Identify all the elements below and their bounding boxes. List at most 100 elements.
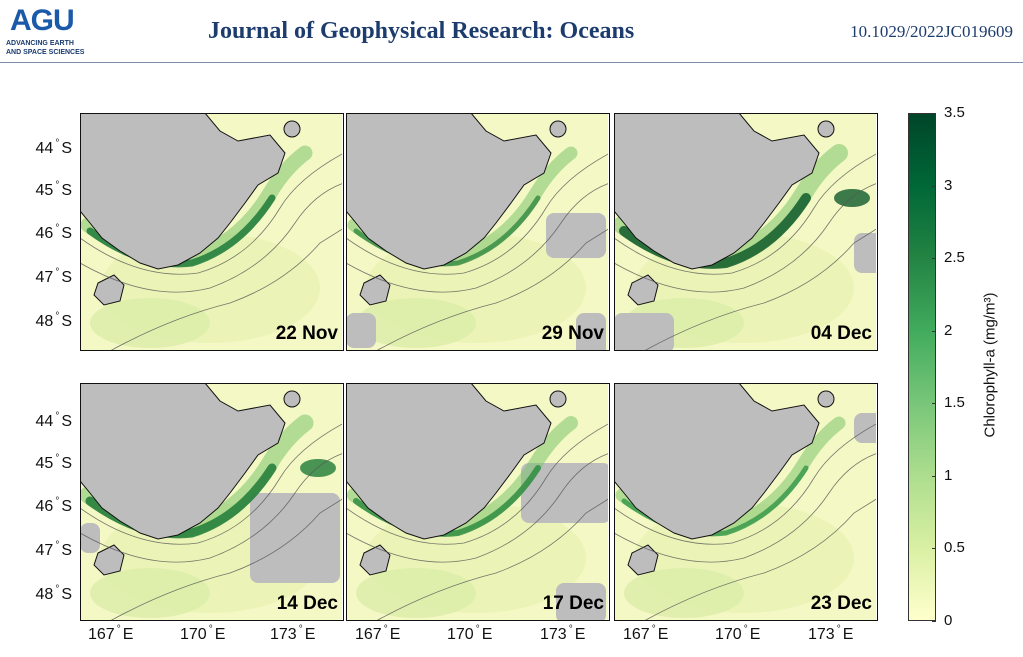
panel-date-label: 23 Dec [811, 593, 873, 614]
bathymetry-contour [346, 153, 608, 275]
bathymetry-contour [346, 423, 608, 545]
colorbar-tick-mark [932, 258, 936, 260]
colorbar-tick-mark [932, 113, 936, 114]
header-rule [0, 62, 1023, 63]
bathymetry-contour [346, 183, 608, 293]
logo-tagline-1: ADVANCING EARTH [6, 40, 74, 47]
lon-label-167-col3: 167 ° E [623, 624, 669, 643]
bathymetry-contour [643, 228, 876, 351]
bathymetry-contour [346, 453, 608, 563]
bathymetry-contour [375, 228, 608, 351]
colorbar-tick-mark [932, 330, 936, 332]
lat-label-48-top: 48 ° S [35, 311, 72, 330]
no-data-region [854, 413, 876, 443]
panel-date-label: 17 Dec [543, 593, 605, 614]
no-data-region [854, 233, 876, 273]
colorbar-tick-label: 1 [944, 466, 953, 484]
south-island-land [346, 113, 552, 270]
banks-peninsula [817, 390, 835, 408]
lon-label-167-col2: 167 ° E [355, 624, 401, 643]
no-data-region [576, 313, 606, 351]
bathymetry-contour [614, 153, 876, 275]
lon-label-170-col1: 170 ° E [180, 624, 226, 643]
stewart-island-land [359, 274, 391, 306]
bathymetry-contour [109, 228, 342, 351]
bathymetry-contour [109, 498, 342, 621]
panel-frame [346, 113, 610, 351]
lat-label-48-bottom: 48 ° S [35, 584, 72, 603]
panel-frame [614, 113, 878, 351]
panel-date-label: 14 Dec [277, 593, 339, 614]
colorbar-tick-mark [932, 621, 936, 622]
south-island-land [80, 113, 286, 270]
chlorophyll-patch [356, 298, 476, 348]
banks-peninsula [817, 120, 835, 138]
no-data-region [556, 583, 606, 621]
no-data-region [250, 493, 340, 583]
map-panel: 04 Dec [614, 113, 878, 351]
colorbar-tick-mark [932, 548, 936, 550]
bathymetry-contour [375, 498, 608, 621]
lat-label-44-bottom: 44 ° S [35, 411, 72, 430]
bathymetry-contour [614, 183, 876, 293]
map-panel: 29 Nov [346, 113, 610, 351]
colorbar-tick-mark [932, 185, 936, 187]
banks-peninsula [549, 390, 567, 408]
lat-label-45-top: 45 ° S [35, 180, 72, 199]
no-data-region [521, 463, 608, 523]
lon-label-170-col2: 170 ° E [447, 624, 493, 643]
no-data-region [346, 313, 376, 348]
panel-frame [614, 383, 878, 621]
panel-frame [346, 383, 610, 621]
colorbar-tick-label: 1.5 [944, 394, 965, 412]
colorbar-tick-label: 0.5 [944, 539, 965, 557]
chlorophyll-patch [90, 298, 210, 348]
bathymetry-contour [80, 183, 342, 293]
lat-label-47-bottom: 47 ° S [35, 540, 72, 559]
bathymetry-contour [614, 453, 876, 563]
panel-date-label: 04 Dec [811, 323, 873, 344]
lon-label-170-col3: 170 ° E [715, 624, 761, 643]
no-data-region [614, 313, 674, 351]
lon-label-167-col1: 167 ° E [88, 624, 134, 643]
lon-label-173-col3: 173 ° E [808, 624, 854, 643]
no-data-region [80, 523, 100, 553]
agu-logo[interactable]: AGU ADVANCING EARTH AND SPACE SCIENCES [6, 6, 102, 60]
stewart-island-land [627, 274, 659, 306]
journal-title[interactable]: Journal of Geophysical Research: Oceans [208, 18, 635, 44]
panel-frame [80, 113, 344, 351]
colorbar-tick-label: 2.5 [944, 249, 965, 267]
page-header: AGU ADVANCING EARTH AND SPACE SCIENCES J… [0, 0, 1023, 62]
colorbar-title: Chlorophyll-a (mg/m³) [981, 292, 999, 438]
lat-label-47-top: 47 ° S [35, 267, 72, 286]
map-panel: 14 Dec [80, 383, 344, 621]
lon-label-173-col1: 173 ° E [270, 624, 316, 643]
logo-tagline-2: AND SPACE SCIENCES [6, 49, 85, 56]
lon-label-173-col2: 173 ° E [540, 624, 586, 643]
south-island-land [80, 383, 286, 540]
south-island-land [614, 113, 820, 270]
colorbar-tick-label: 0 [944, 612, 953, 629]
south-island-land [346, 383, 552, 540]
stewart-island-land [93, 274, 125, 306]
map-panel: 17 Dec [346, 383, 610, 621]
lat-label-44-top: 44 ° S [35, 138, 72, 157]
map-panel: 23 Dec [614, 383, 878, 621]
bathymetry-contour [643, 498, 876, 621]
panel-date-label: 22 Nov [276, 323, 339, 344]
offshore-bloom [300, 459, 336, 477]
banks-peninsula [549, 120, 567, 138]
panel-date-label: 29 Nov [542, 323, 605, 344]
bathymetry-contour [614, 423, 876, 545]
colorbar-tick-mark [932, 403, 936, 405]
no-data-region [546, 213, 606, 258]
panel-frame [80, 383, 344, 621]
bathymetry-contour [80, 153, 342, 275]
banks-peninsula [283, 390, 301, 408]
doi-link[interactable]: 10.1029/2022JC019609 [850, 22, 1013, 41]
colorbar-tick-label: 3.5 [944, 104, 965, 121]
colorbar-tick-label: 3 [944, 176, 953, 194]
bathymetry-contour [80, 453, 342, 563]
lat-label-46-bottom: 46 ° S [35, 496, 72, 515]
